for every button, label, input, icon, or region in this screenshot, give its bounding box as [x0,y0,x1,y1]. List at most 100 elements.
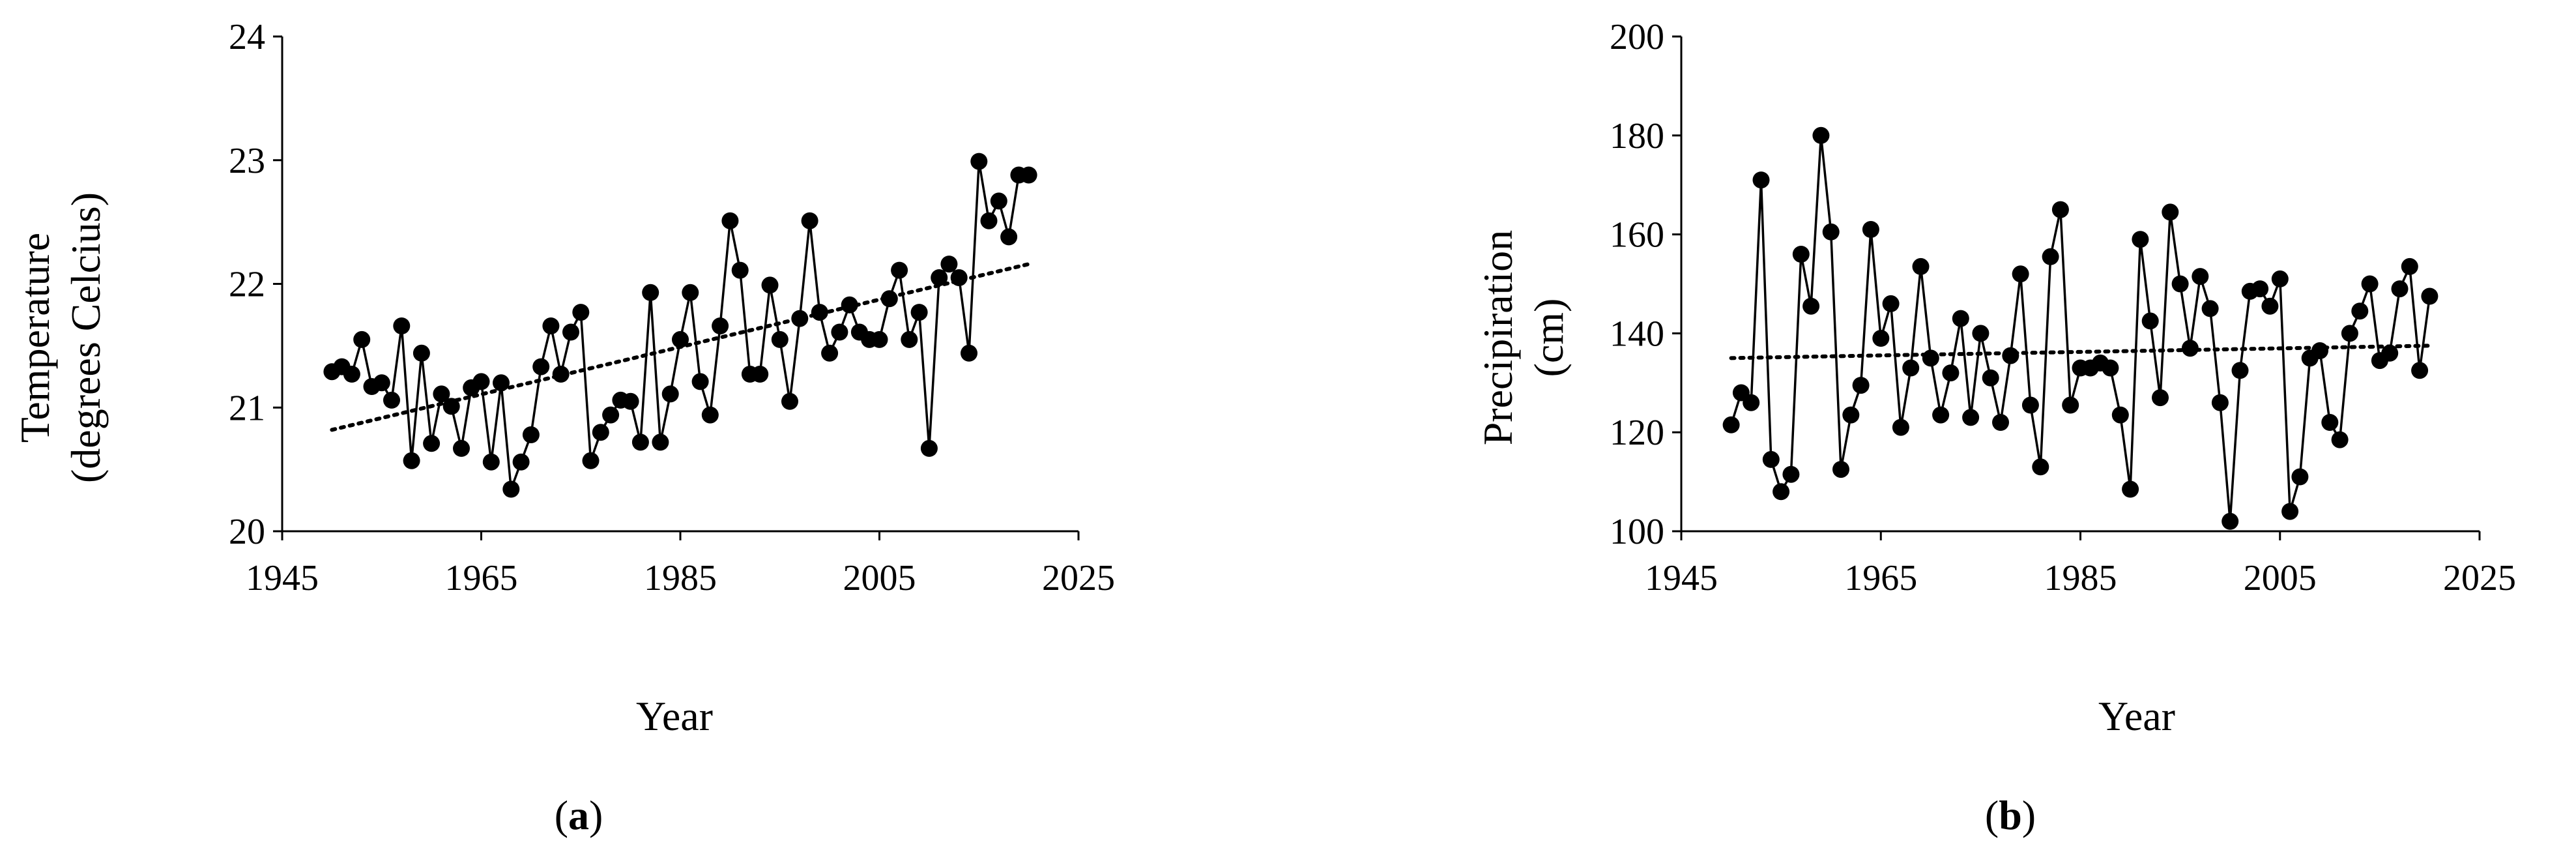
panel-label-a-letter: a [568,792,589,838]
temperature-x-tick-label: 2025 [1042,558,1115,598]
precipitation-data-point [2221,512,2239,530]
precipitation-data-point [1942,364,1960,382]
temperature-data-point [393,317,411,334]
precipitation-data-point [2012,265,2029,283]
precipitation-y-tick-label: 200 [1610,17,1664,57]
precipitation-data-point [1952,310,1969,327]
temperature-data-point [891,261,908,279]
precipitation-y-axis-title-line1: Precipiration [1475,230,1521,446]
temperature-data-point [343,366,360,383]
temperature-data-point [1020,166,1037,184]
temperature-x-tick-label: 2005 [843,558,916,598]
temperature-data-point [532,358,550,375]
temperature-data-point [791,310,809,327]
precipitation-data-point [2281,503,2299,520]
precipitation-x-tick-label: 2005 [2244,558,2317,598]
temperature-plot-area: 20 21 22 23 24 1945 1965 1985 2005 2025 [229,17,1115,598]
temperature-x-tick-label: 1945 [246,558,319,598]
temperature-data-point [712,317,729,334]
temperature-data-point [781,392,798,410]
temperature-data-point [901,330,918,348]
temperature-data-point [622,392,639,410]
temperature-data-point [672,330,689,348]
precipitation-y-tick-label: 180 [1610,116,1664,156]
temperature-data-point [821,344,839,362]
precipitation-data-point [1743,394,1760,411]
precipitation-y-tick-label: 140 [1610,314,1664,354]
temperature-data-point [682,284,699,301]
temperature-data-point [433,385,450,403]
precipitation-data-point [1842,406,1860,424]
precipitation-data-point [2162,203,2179,221]
precipitation-data-point [2251,280,2269,298]
temperature-data-point [542,317,560,334]
precipitation-x-tick-label: 1965 [1844,558,1917,598]
temperature-data-point [602,406,620,424]
temperature-data-point [761,276,779,294]
precipitation-data-point [2132,231,2149,248]
temperature-data-point [373,374,390,392]
temperature-data-point [442,398,460,415]
temperature-data-point [412,344,430,362]
temperature-x-tick-label: 1965 [445,558,518,598]
temperature-data-point [701,406,719,424]
precipitation-data-point [1822,223,1840,241]
temperature-data-point [731,261,749,279]
temperature-y-tick-label: 22 [229,265,265,305]
precipitation-data-point [1972,325,1990,342]
precipitation-data-point [1882,295,1900,312]
temperature-data-point [552,366,570,383]
precipitation-data-point [2341,325,2358,342]
precipitation-data-point [1852,377,1870,394]
precipitation-data-point [2032,458,2049,476]
precipitation-data-point [2181,340,2199,357]
temperature-y-tick-label: 20 [229,512,265,552]
temperature-data-point [482,453,500,471]
temperature-data-point [940,256,958,273]
panel-label-a: (a) [555,792,603,838]
precipitation-data-point [1802,297,1820,315]
precipitation-data-point [1832,461,1849,478]
precipitation-data-point [1773,483,1790,501]
precipitation-data-point [2021,396,2039,414]
temperature-x-axis-title: Year [636,693,713,739]
temperature-data-point [453,439,470,457]
precipitation-data-point [2261,297,2279,315]
precipitation-data-point [2102,359,2119,377]
precipitation-data-point [2192,268,2209,286]
precipitation-data-point [1862,221,1879,238]
temperature-data-point [751,366,769,383]
precipitation-data-point [2111,406,2129,424]
temperature-data-point [831,323,848,341]
precipitation-data-point [1722,416,1740,433]
precipitation-data-point [2411,362,2429,379]
temperature-data-point [493,374,510,392]
precipitation-x-axis-title: Year [2098,693,2175,739]
temperature-data-point [423,435,441,452]
precipitation-data-point [1922,349,1939,367]
temperature-data-point [871,330,888,348]
precipitation-data-point [2062,396,2079,414]
precipitation-data-point [2361,275,2379,293]
precipitation-data-point [1932,406,1950,424]
temperature-data-point [771,330,789,348]
precipitation-data-point [2042,248,2059,265]
precipitation-data-point [2321,414,2339,431]
temperature-data-point [801,212,818,229]
precipitation-chart: 100 120 140 160 180 200 1945 1965 1985 2005 2025 Y… [1475,17,2516,838]
precipitation-data-point [1962,409,1980,426]
precipitation-data-point [2152,389,2169,407]
temperature-data-point [592,424,609,441]
temperature-data-point [512,453,530,471]
precipitation-data-point [1762,450,1780,468]
precipitation-data-point [1912,257,1930,275]
temperature-data-point [353,330,371,348]
precipitation-y-tick-label: 120 [1610,413,1664,453]
temperature-data-point [811,304,828,321]
temperature-x-tick-label: 1985 [644,558,717,598]
precipitation-data-point [1812,126,1830,144]
precipitation-data-point [1752,171,1770,189]
precipitation-data-point [2421,287,2439,305]
precipitation-data-point [2391,280,2409,298]
